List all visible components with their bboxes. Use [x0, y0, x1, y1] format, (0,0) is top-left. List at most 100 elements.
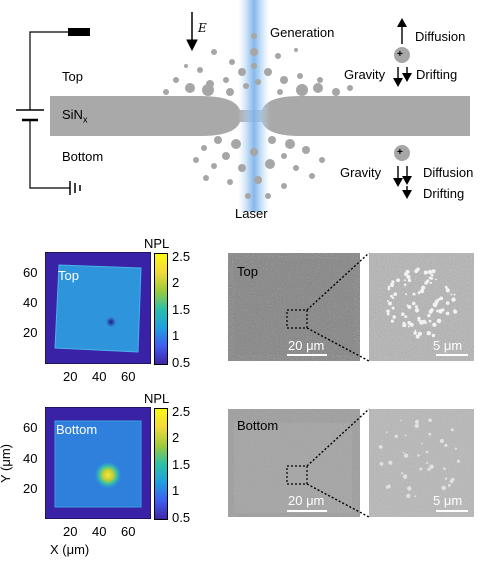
label-bottom: Bottom — [62, 149, 104, 164]
nanoparticle — [211, 49, 217, 55]
sem-particle — [427, 467, 431, 471]
sem-particle — [390, 294, 394, 298]
sem-particle — [443, 467, 446, 470]
sem-particle — [400, 419, 402, 422]
x-tick-bottom-60: 60 — [121, 524, 136, 539]
sem-particle — [412, 303, 414, 305]
label-top: Top — [62, 69, 83, 84]
sem-particle — [391, 280, 395, 284]
label-membrane: SiNx — [62, 107, 88, 125]
sem-particle — [417, 331, 422, 336]
sem-particle — [456, 459, 461, 463]
nanoparticles — [163, 33, 353, 199]
sem-particle — [396, 278, 400, 282]
battery-icon — [16, 109, 44, 122]
sem-particle — [401, 472, 404, 475]
sem-particle — [430, 273, 434, 277]
sem-particle — [414, 423, 419, 429]
sem-particle — [401, 312, 405, 316]
map-bottom-label: Bottom — [56, 422, 98, 437]
sem-particle — [378, 445, 383, 449]
label-top-diffusion: Diffusion — [415, 29, 466, 44]
colorbar-bottom-label: NPL — [144, 391, 170, 406]
sem-particle — [428, 276, 432, 280]
sem-particle — [425, 450, 429, 454]
sem-particle — [444, 486, 446, 489]
sem-particle — [394, 434, 398, 438]
sem-particle — [445, 301, 450, 305]
pl-map-bottom — [45, 407, 151, 519]
cb-top-tick-2.5: 2.5 — [172, 249, 191, 264]
sem-particle — [423, 270, 428, 275]
nanoparticle — [251, 33, 257, 39]
sem-particle — [404, 315, 408, 319]
nanoparticle — [317, 77, 323, 83]
label-top-drifting: Drifting — [416, 67, 458, 82]
cb-top-tick-0.5: 0.5 — [172, 355, 191, 370]
nanoparticle — [201, 145, 207, 151]
nanoparticle — [185, 83, 195, 93]
nanoparticle — [277, 89, 283, 95]
nanoparticle — [173, 77, 179, 83]
sem-particle — [441, 308, 445, 312]
label-generation: Generation — [270, 25, 335, 40]
cb-top-tick-1: 1 — [172, 328, 180, 343]
sem-particle — [427, 313, 431, 318]
cb-bottom-tick-2: 2 — [172, 430, 180, 445]
x-axis-label: X (μm) — [50, 542, 90, 557]
nanoparticle — [309, 173, 315, 179]
sem-particle — [387, 301, 392, 306]
nanoparticle — [243, 83, 249, 89]
nanoparticle — [281, 183, 287, 189]
sem-particle — [451, 297, 456, 302]
sem-particle — [386, 300, 389, 302]
sem-particle — [428, 309, 433, 314]
sem-particle — [421, 285, 426, 290]
colorbar-top — [154, 253, 168, 365]
sem-particle — [439, 296, 444, 301]
sem-particle — [450, 293, 453, 296]
sem-particle — [431, 269, 436, 274]
sem-particle — [419, 467, 423, 471]
x-tick-top-40: 40 — [92, 369, 107, 384]
sem-particle — [391, 284, 394, 288]
sem-particle — [393, 292, 397, 296]
label-top-gravity: Gravity — [344, 67, 386, 82]
sem-particle — [402, 323, 407, 328]
scale-bar-top-large — [287, 354, 327, 356]
sem-particle — [415, 334, 420, 339]
sem-particle — [407, 305, 412, 309]
sem-particle — [406, 304, 409, 307]
scale-text-bottom-large: 20 μm — [288, 493, 325, 508]
sem-particle — [406, 493, 411, 499]
label-bottom-gravity: Gravity — [340, 165, 382, 180]
ground-icon — [69, 181, 81, 195]
bottom-charge-symbol: + — [397, 147, 403, 158]
colorbar-bottom — [154, 408, 168, 520]
sem-particle — [414, 495, 417, 498]
nanoparticle — [231, 139, 241, 149]
sem-particle — [426, 331, 431, 336]
nanoparticle — [313, 83, 323, 93]
electrode-top-icon — [68, 28, 90, 36]
cb-bottom-tick-0.5: 0.5 — [172, 510, 191, 525]
sem-particle — [387, 287, 391, 291]
label-bottom-drifting: Drifting — [423, 186, 465, 201]
sem-particle — [390, 319, 394, 323]
y-tick-top-40: 40 — [23, 295, 38, 310]
sem-particle — [387, 285, 391, 289]
sem-particle — [386, 309, 390, 314]
sem-particle — [429, 281, 432, 285]
schematic-diagram — [16, 0, 470, 212]
sem-particle — [402, 321, 406, 325]
nanoparticle — [255, 79, 261, 85]
y-tick-bottom-40: 40 — [23, 451, 38, 466]
sem-particle — [385, 431, 388, 434]
sem-particle — [407, 325, 410, 328]
sem-particle — [431, 333, 436, 338]
y-tick-bottom-60: 60 — [23, 420, 38, 435]
y-tick-bottom-20: 20 — [23, 481, 38, 496]
sem-particle — [414, 305, 418, 309]
nanoparticle — [250, 48, 258, 56]
top-charge-marker-icon — [393, 18, 412, 87]
